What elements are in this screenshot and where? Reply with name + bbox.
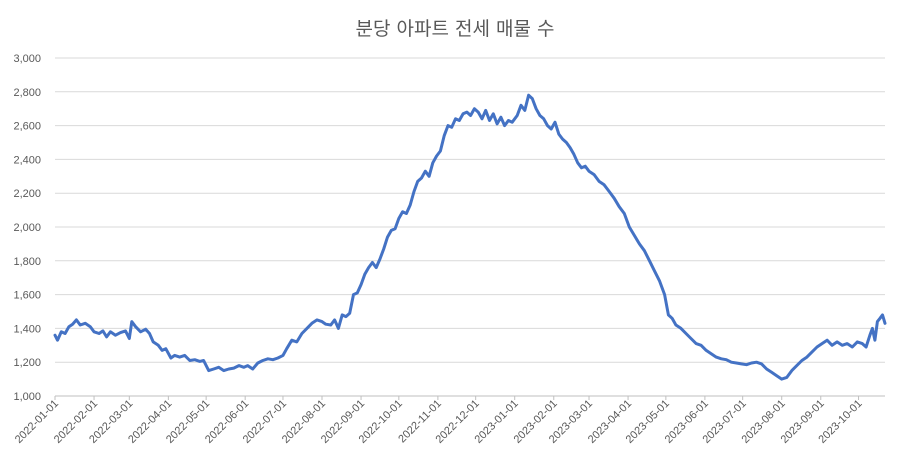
y-tick-label: 2,400: [13, 154, 41, 166]
y-tick-label: 2,600: [13, 121, 41, 133]
y-tick-label: 1,400: [13, 323, 41, 335]
grid-lines: [55, 57, 885, 397]
series-layer: [53, 93, 887, 381]
y-tick-label: 2,800: [13, 87, 41, 99]
y-tick-label: 1,200: [13, 357, 41, 369]
series-line: [53, 93, 887, 381]
y-tick-label: 2,200: [13, 188, 41, 200]
y-axis: 1,000 1,200 1,400 1,600 1,800 2,000 2,200 2,400…: [13, 53, 41, 403]
chart-title: 분당 아파트 전세 매물 수: [355, 18, 555, 40]
x-axis: 2022-01-012022-02-012022-03-012022-04-01…: [13, 396, 865, 446]
y-tick-label: 1,600: [13, 290, 41, 302]
y-tick-label: 1,000: [13, 391, 41, 403]
y-tick-label: 2,000: [13, 222, 41, 234]
y-tick-label: 3,000: [13, 53, 41, 65]
y-tick-label: 1,800: [13, 256, 41, 268]
